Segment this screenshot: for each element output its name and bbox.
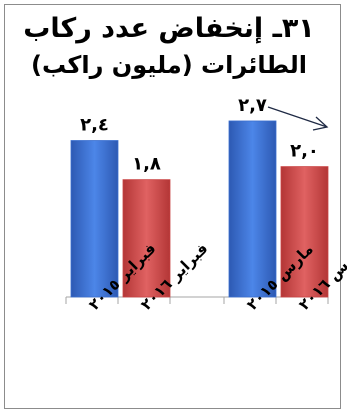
- bar-value-label: ٢,٤: [80, 115, 109, 136]
- bar: [228, 120, 277, 298]
- bar: [70, 140, 119, 298]
- bar: [122, 179, 171, 298]
- chart-title-line-2: الطائرات (مليون راكب): [31, 51, 307, 79]
- bar: [280, 166, 329, 298]
- bar-value-label: ٢,٧: [238, 95, 267, 116]
- chart-title: ٣١ـ إنخفاض عدد ركاب الطائرات (مليون راكب…: [8, 10, 330, 82]
- bar-value-label: ٢,٠: [290, 141, 319, 162]
- chart-title-line-1: ٣١ـ إنخفاض عدد ركاب: [23, 13, 315, 44]
- bar-value-label: ١,٨: [132, 154, 161, 175]
- trend-arrow: [267, 106, 329, 131]
